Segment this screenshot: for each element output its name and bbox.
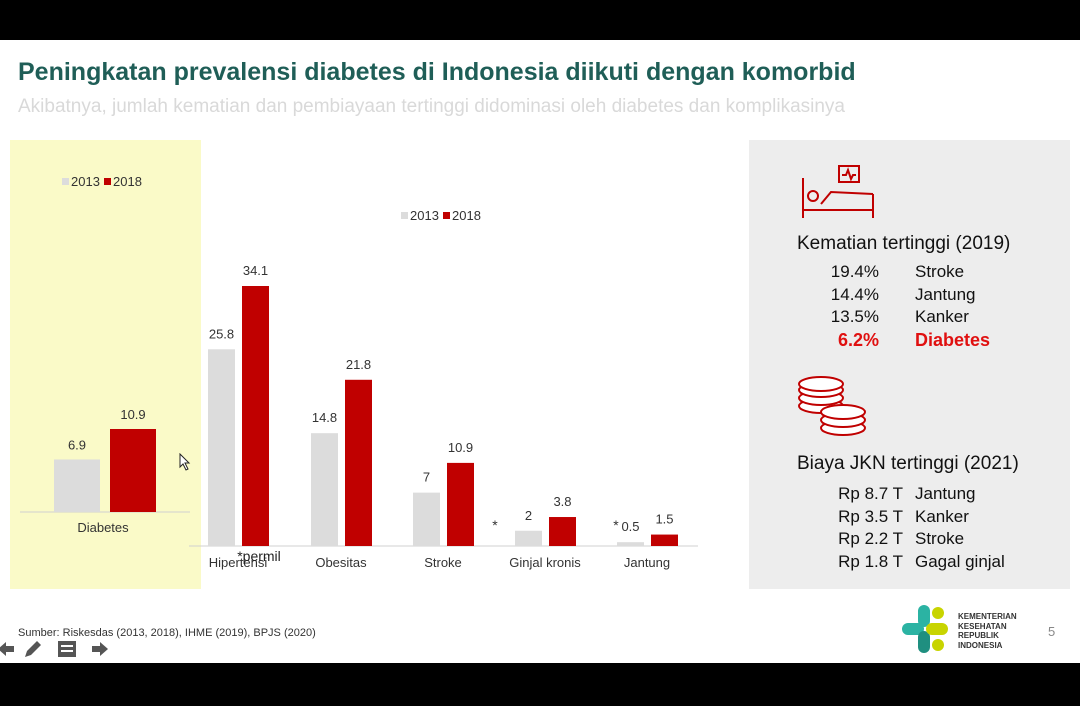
- data-label: 10.9: [120, 407, 145, 422]
- bar-2013-stroke: [413, 492, 440, 546]
- legend-swatch-2018: [104, 178, 111, 185]
- slide-title: Peningkatan prevalensi diabetes di Indon…: [18, 58, 856, 86]
- deaths-label: Diabetes: [915, 329, 991, 350]
- legend-label-2018: 2018: [452, 208, 481, 223]
- legend-swatch-2018: [443, 212, 450, 219]
- category-label: Jantung: [624, 555, 670, 570]
- category-label: Diabetes: [77, 520, 129, 535]
- permil-note: *permil: [237, 548, 281, 564]
- costs-label: Kanker: [915, 506, 969, 526]
- deaths-value: 14.4%: [830, 284, 879, 304]
- mouse-cursor-icon: [179, 453, 191, 471]
- data-label: 1.5: [655, 512, 673, 527]
- deaths-costs-panel: Kematian tertinggi (2019) 19.4% Stroke 14.…: [749, 140, 1070, 589]
- legend-label-2018: 2018: [113, 174, 142, 189]
- category-label: Ginjal kronis: [509, 555, 581, 570]
- data-label: 0.5: [621, 519, 639, 534]
- bar-2013-obesitas: [311, 433, 338, 546]
- data-label: 14.8: [312, 410, 337, 425]
- category-label: Obesitas: [315, 555, 367, 570]
- bar-2013-diabetes: [54, 459, 100, 512]
- costs-value: Rp 1.8 T: [838, 551, 903, 571]
- presentation-slide: Peningkatan prevalensi diabetes di Indon…: [0, 40, 1080, 663]
- asterisk-note: *: [492, 517, 498, 533]
- deaths-label: Stroke: [915, 262, 965, 281]
- source-note: Sumber: Riskesdas (2013, 2018), IHME (20…: [18, 627, 316, 639]
- legend-label-2013: 2013: [410, 208, 439, 223]
- slideshow-toolbar: [0, 638, 120, 662]
- costs-label: Jantung: [915, 484, 976, 503]
- next-slide-icon[interactable]: [88, 638, 110, 660]
- category-label: Stroke: [424, 555, 462, 570]
- bar-2018-hipertensi: [242, 286, 269, 546]
- data-label: 2: [525, 508, 532, 523]
- bar-2013-ginjal-kronis: [515, 530, 542, 546]
- data-label: 3.8: [553, 494, 571, 509]
- costs-label: Stroke: [915, 529, 965, 548]
- bar-2018-obesitas: [345, 379, 372, 546]
- ministry-logo: [902, 605, 948, 653]
- costs-label: Gagal ginjal: [915, 551, 1005, 571]
- deaths-label: Kanker: [915, 307, 969, 326]
- hospital-bed-icon: [802, 165, 874, 218]
- bar-2018-jantung: [651, 534, 678, 546]
- legend-label-2013: 2013: [71, 174, 100, 189]
- pen-icon[interactable]: [22, 638, 44, 660]
- deaths-value: 19.4%: [830, 262, 879, 281]
- deaths-value: 13.5%: [830, 307, 879, 326]
- data-label: 34.1: [243, 263, 268, 278]
- page-number: 5: [1048, 624, 1056, 639]
- deaths-label: Jantung: [915, 284, 976, 304]
- legend-swatch-2013: [401, 212, 408, 219]
- slides-menu-icon[interactable]: [56, 638, 78, 660]
- data-label: 21.8: [346, 357, 371, 372]
- costs-value: Rp 3.5 T: [838, 506, 903, 526]
- data-label: 10.9: [448, 440, 473, 455]
- legend-swatch-2013: [62, 178, 69, 185]
- bar-2013-hipertensi: [208, 349, 235, 546]
- category-label: Hipertensi: [209, 555, 268, 570]
- data-label: 6.9: [68, 437, 86, 452]
- costs-heading: Biaya JKN tertinggi (2021): [797, 453, 1019, 474]
- bar-2018-diabetes: [110, 429, 156, 512]
- costs-value: Rp 2.2 T: [838, 529, 903, 548]
- costs-value: Rp 8.7 T: [838, 484, 903, 503]
- diabetes-highlight-panel: [10, 140, 201, 589]
- deaths-value: 6.2%: [837, 329, 879, 350]
- ministry-logo-text: KEMENTERIAN KESEHATAN REPUBLIK INDONESIA: [958, 612, 1017, 650]
- prevalence-charts: 2013 2018 6.9 10.9 Diabetes 2013 2018 25.8 34.1 H…: [20, 174, 698, 570]
- deaths-heading: Kematian tertinggi (2019): [797, 233, 1011, 254]
- data-label: 25.8: [209, 326, 234, 341]
- asterisk-note: *: [613, 517, 619, 533]
- bar-2018-ginjal-kronis: [549, 517, 576, 546]
- coins-icon: [798, 376, 866, 436]
- bar-2018-stroke: [447, 462, 474, 546]
- previous-slide-icon[interactable]: [0, 638, 18, 660]
- slide-subtitle: Akibatnya, jumlah kematian dan pembiayaa…: [18, 96, 845, 117]
- bar-2013-jantung: [617, 542, 644, 546]
- data-label: 7: [423, 470, 430, 485]
